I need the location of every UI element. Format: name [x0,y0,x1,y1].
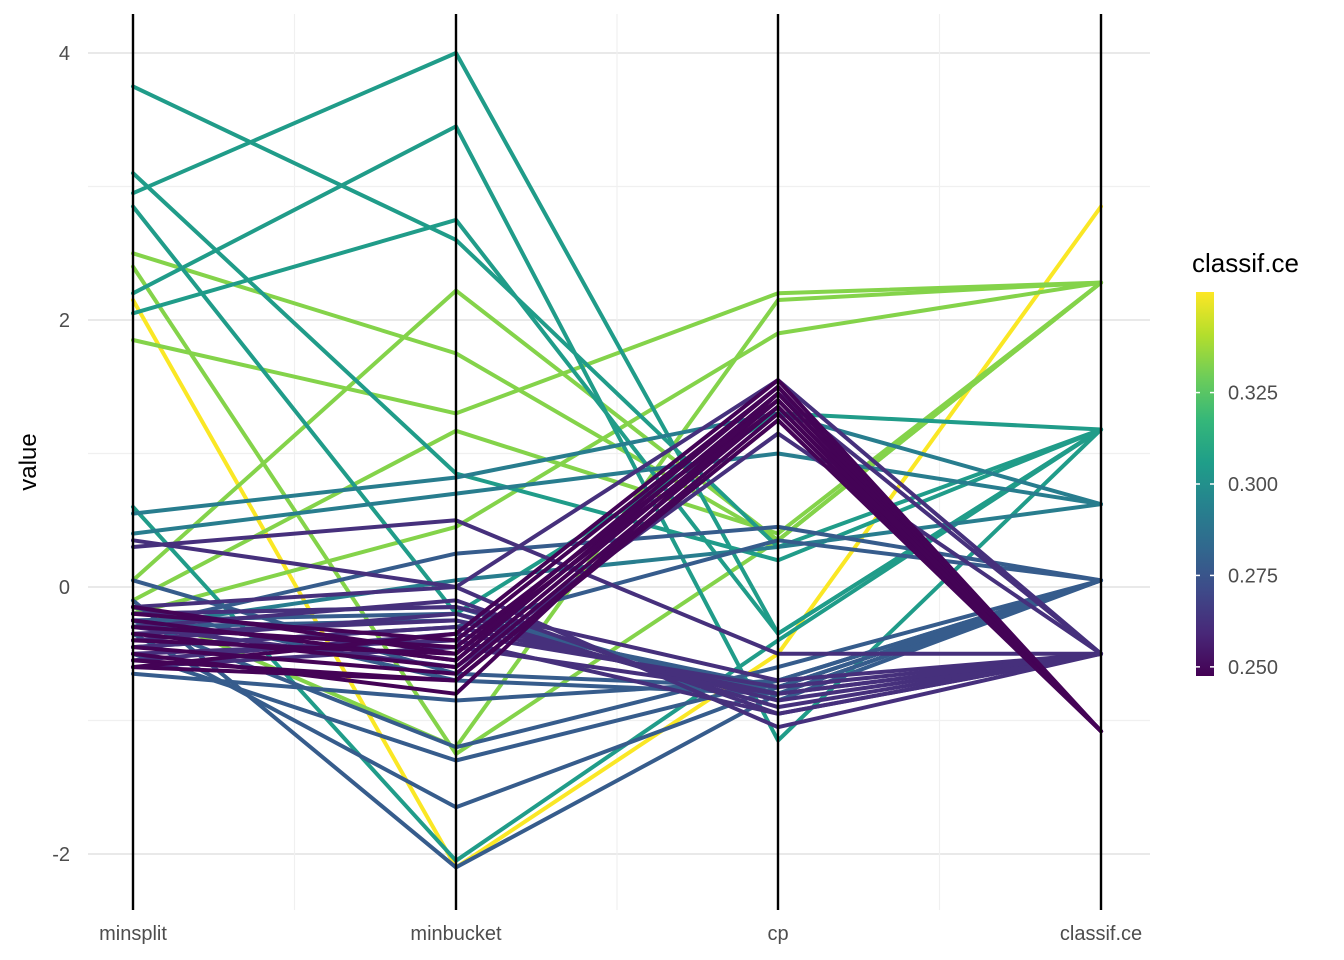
series-line [131,384,1103,734]
series-line [131,578,1103,703]
series-line [131,280,1103,416]
series-line [131,398,1103,734]
series-line [131,538,1103,730]
series-line [131,264,1103,756]
series-line [131,578,1103,750]
x-tick-label: minsplit [99,923,167,945]
series-line [131,404,1103,734]
color-legend: classif.ce 0.250 0.275 0.300 0.325 [1192,248,1299,679]
axis-layer: minsplit minbucket cp classif.ce -2 0 2 4 [52,14,1142,945]
series-line [131,605,1103,683]
series-line [131,378,1103,734]
series-line [131,84,1103,549]
series-line [131,217,1103,636]
series-line [131,378,1103,656]
y-tick-label: -2 [52,844,70,866]
y-axis-title: value [15,433,42,490]
series-line [131,418,1103,734]
x-tick-label: classif.ce [1060,923,1142,945]
series-line [131,578,1103,690]
y-tick-label: 0 [59,577,70,599]
legend-title: classif.ce [1192,248,1299,278]
x-tick-label: cp [767,923,788,945]
y-tick-label: 2 [59,310,70,332]
legend-tick-label: 0.300 [1228,474,1278,496]
grid-layer [88,14,1150,910]
legend-colorbar [1196,292,1214,676]
series-line [131,411,1103,734]
series-line [131,171,1103,563]
legend-tick-label: 0.250 [1228,657,1278,679]
series-line [131,518,1103,656]
series-layer [131,51,1103,870]
legend-tick-label: 0.275 [1228,565,1278,587]
series-line [131,451,1103,536]
x-tick-label: minbucket [410,923,502,945]
legend-ticks: 0.250 0.275 0.300 0.325 [1196,383,1278,679]
series-line [131,204,1103,870]
legend-tick-label: 0.325 [1228,383,1278,405]
series-line [131,124,1103,743]
y-tick-label: 4 [59,43,70,65]
series-line [131,411,1103,516]
series-line [131,645,1103,696]
